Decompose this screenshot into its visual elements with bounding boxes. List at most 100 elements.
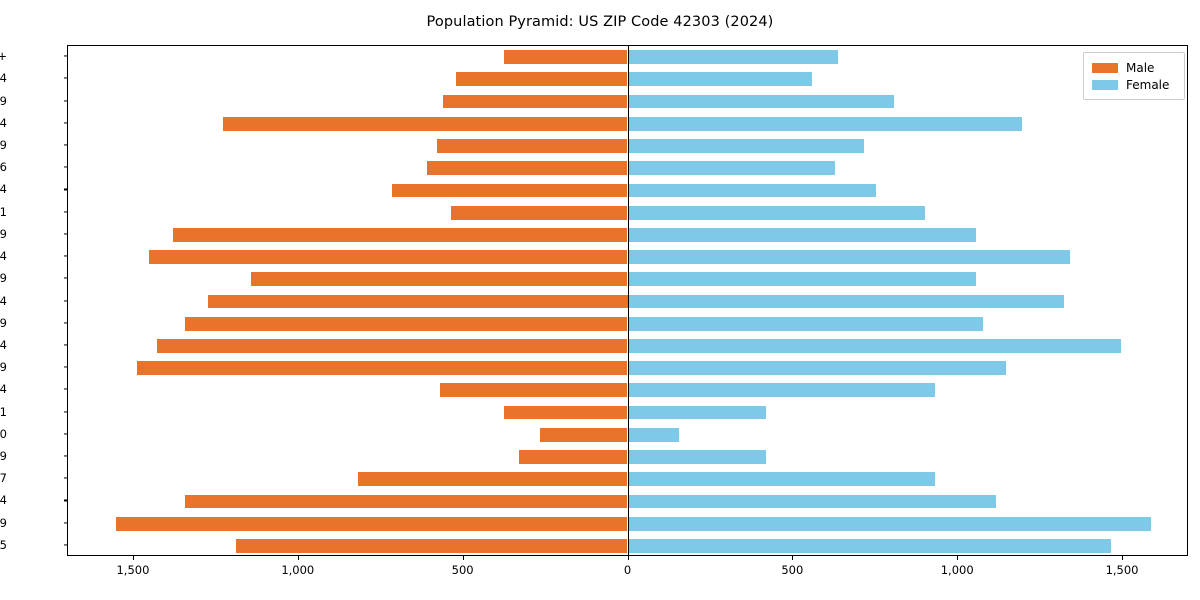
y-tick-label-62-64: 62-64 [0,182,7,197]
bar-female-15-17[interactable] [627,472,936,487]
bar-male-21[interactable] [504,405,628,420]
bar-row [68,205,1187,220]
y-tick-mark [63,499,67,501]
y-tick-label-25-29: 25-29 [0,360,7,375]
bar-male-67-69[interactable] [436,139,628,153]
y-tick-mark [63,455,67,457]
y-tick-label-60-61: 60-61 [0,204,7,219]
y-tick-label-80-84: 80-84 [0,71,7,86]
bar-row [68,161,1187,176]
bar-row [68,383,1187,398]
bar-male-18-19[interactable] [518,450,628,464]
bar-male-10-14[interactable] [184,494,628,509]
bar-male-65-66[interactable] [426,161,628,176]
bar-male-60-61[interactable] [451,205,628,220]
legend-entry-male[interactable]: Male [1092,59,1177,76]
x-tick-mark [132,556,135,560]
bar-male-85-[interactable] [504,50,628,64]
bar-male-under-5[interactable] [235,539,628,553]
bar-male-40-44[interactable] [207,294,628,309]
y-tick-mark [63,211,67,213]
bar-female-30-34[interactable] [627,339,1122,353]
bar-male-20[interactable] [540,427,628,442]
y-tick-mark [63,144,67,146]
bars-container [68,46,1187,555]
bar-row [68,116,1187,131]
bar-female-70-74[interactable] [627,116,1023,131]
bar-female-45-49[interactable] [627,272,977,287]
x-tick-mark [792,556,794,560]
bar-female-25-29[interactable] [627,361,1006,376]
y-tick-mark [63,255,67,257]
bar-male-22-24[interactable] [439,383,628,398]
y-tick-mark [63,77,67,79]
bar-female-80-84[interactable] [627,72,812,87]
bar-female-18-19[interactable] [627,450,766,464]
bar-female-75-79[interactable] [627,94,895,109]
bar-female-35-39[interactable] [627,316,983,331]
x-tick-label: 1,000 [281,563,315,577]
bar-row [68,183,1187,198]
bar-female-5-9[interactable] [627,516,1151,531]
bar-female-20[interactable] [627,427,679,442]
bar-female-85-[interactable] [627,50,839,64]
y-tick-label-21: 21 [0,404,7,419]
bar-female-62-64[interactable] [627,183,876,198]
y-tick-label-85-: 85+ [0,49,7,64]
bar-male-55-59[interactable] [173,227,628,242]
y-tick-label-45-49: 45-49 [0,271,7,286]
bar-row [68,472,1187,487]
bar-female-22-24[interactable] [627,383,936,398]
y-tick-label-50-54: 50-54 [0,249,7,264]
legend-swatch-female [1092,79,1118,90]
bar-row [68,361,1187,376]
bar-male-75-79[interactable] [443,94,628,109]
y-tick-mark [63,411,67,413]
bar-female-under-5[interactable] [627,539,1112,553]
y-tick-label-65-66: 65-66 [0,160,7,175]
bar-female-40-44[interactable] [627,294,1064,309]
x-tick-label: 500 [781,563,804,577]
chart-legend: Male Female [1083,52,1185,100]
bar-male-5-9[interactable] [115,516,628,531]
x-tick-mark [1122,556,1124,560]
bar-row [68,50,1187,64]
bar-male-35-39[interactable] [184,316,628,331]
legend-entry-female[interactable]: Female [1092,76,1177,93]
bar-male-15-17[interactable] [357,472,628,487]
y-tick-mark [63,55,67,57]
bar-female-65-66[interactable] [627,161,835,176]
bar-female-50-54[interactable] [627,250,1071,264]
bar-female-60-61[interactable] [627,205,926,220]
y-tick-mark [63,277,67,279]
y-tick-mark [63,99,67,102]
y-tick-mark [63,344,67,346]
bar-female-55-59[interactable] [627,227,977,242]
bar-male-50-54[interactable] [148,250,628,264]
bar-male-30-34[interactable] [156,339,628,353]
bar-row [68,316,1187,331]
plot-area [67,45,1188,556]
bar-female-10-14[interactable] [627,494,997,509]
bar-row [68,94,1187,109]
y-tick-mark [63,477,67,479]
y-tick-label-35-39: 35-39 [0,315,7,330]
bar-male-45-49[interactable] [250,272,628,287]
y-tick-label-70-74: 70-74 [0,115,7,130]
bar-male-62-64[interactable] [392,183,628,198]
y-tick-mark [63,366,67,368]
bar-row [68,294,1187,309]
bar-row [68,272,1187,287]
bar-row [68,339,1187,353]
bar-male-25-29[interactable] [137,361,628,376]
x-tick-mark [627,556,629,560]
bar-female-67-69[interactable] [627,139,865,153]
bar-female-21[interactable] [627,405,766,420]
bar-male-70-74[interactable] [222,116,628,131]
y-tick-mark [63,122,67,124]
x-tick-label: 0 [623,563,632,577]
bar-male-80-84[interactable] [456,72,628,87]
x-tick-mark [462,556,464,560]
y-tick-label-22-24: 22-24 [0,382,7,397]
